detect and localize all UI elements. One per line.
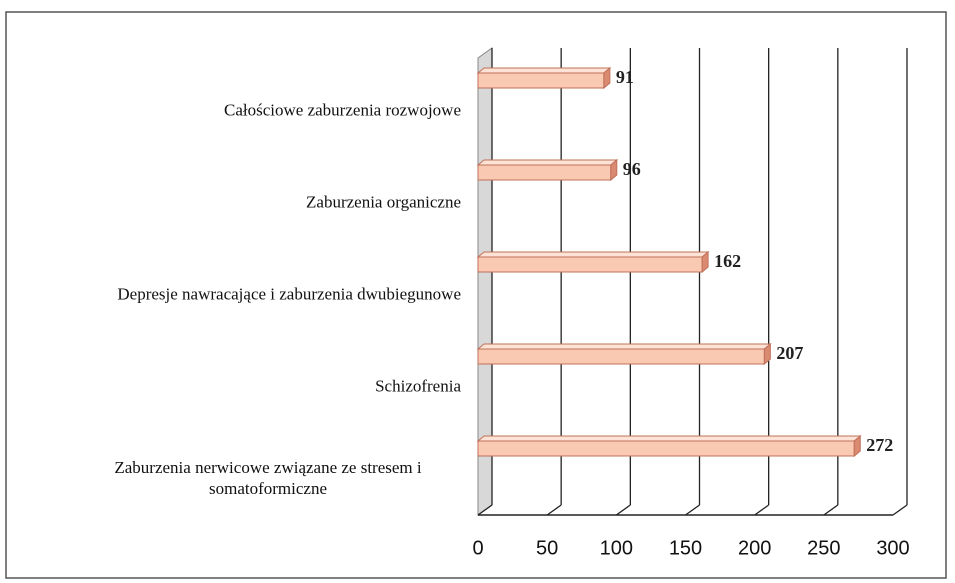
y-tick-label: Schizofrenia xyxy=(375,376,461,396)
y-tick-label: Całościowe zaburzenia rozwojowe xyxy=(224,100,461,120)
x-tick-label: 100 xyxy=(600,537,633,559)
y-tick-label: Depresje nawracające i zaburzenia dwubie… xyxy=(117,284,461,304)
bar-end xyxy=(763,342,771,366)
x-tick-label: 300 xyxy=(876,537,909,559)
bar xyxy=(477,256,703,273)
x-tick-label: 0 xyxy=(472,537,483,559)
bar-end xyxy=(701,250,709,274)
data-label: 207 xyxy=(776,343,803,363)
x-tick-label: 250 xyxy=(807,537,840,559)
data-label: 272 xyxy=(866,435,893,455)
y-tick-label: Zaburzenia nerwicowe związane ze stresem… xyxy=(114,458,422,499)
bar-end xyxy=(853,434,861,458)
tick-mark xyxy=(685,504,700,516)
data-label: 91 xyxy=(616,67,634,87)
tick-mark xyxy=(823,504,839,516)
bar xyxy=(477,348,765,365)
tick-mark xyxy=(546,504,562,516)
bar-top xyxy=(476,343,772,350)
bar xyxy=(477,440,855,457)
x-tick-label: 150 xyxy=(669,537,702,559)
data-label: 162 xyxy=(714,251,741,271)
tick-mark xyxy=(754,504,770,516)
tick-mark xyxy=(615,504,631,516)
bar-top xyxy=(476,251,710,258)
x-tick-label: 200 xyxy=(738,537,771,559)
bar xyxy=(477,72,605,89)
bar-top xyxy=(476,159,619,166)
x-tick-label: 50 xyxy=(536,537,558,559)
tick-mark xyxy=(892,504,908,516)
bar-top xyxy=(476,67,612,74)
data-label: 96 xyxy=(623,159,641,179)
tick-mark xyxy=(477,504,493,516)
frame xyxy=(5,11,947,579)
bar-top xyxy=(476,435,862,442)
bar xyxy=(477,164,612,181)
bar-end xyxy=(603,66,611,90)
y-tick-label: Zaburzenia organiczne xyxy=(306,192,461,212)
bar-end xyxy=(610,158,618,182)
